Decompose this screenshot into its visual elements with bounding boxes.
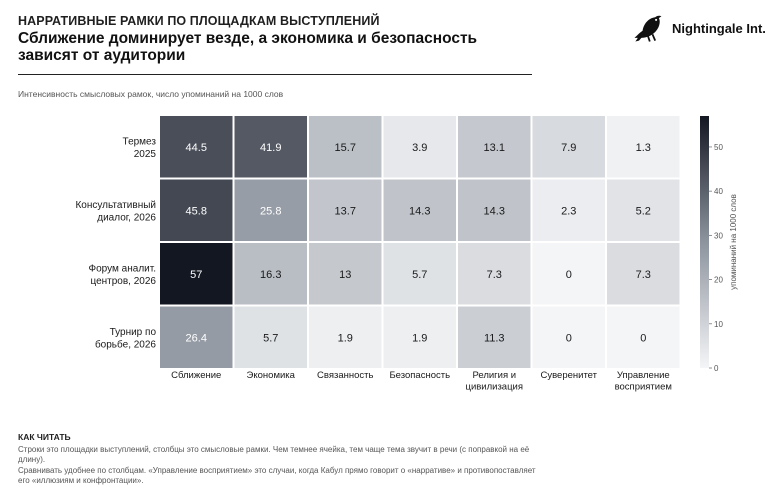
- row-label: Турнир по борьбе, 2026: [95, 327, 156, 351]
- heatmap-cell: [532, 116, 605, 178]
- heatmap-cells: 44.5 41.9 15.7 3.9 13.1 7.9 1.3 45.8 25.8 13.7 14.…: [160, 116, 680, 368]
- cell-value-label: 2.3: [561, 205, 576, 217]
- cell-value-label: 1.9: [338, 332, 353, 344]
- column-labels: Сближение Экономика Связанность Безопасност…: [171, 370, 672, 393]
- cell-value-label: 5.7: [263, 332, 278, 344]
- cell-value-label: 25.8: [260, 205, 281, 217]
- heatmap-cell: [458, 116, 531, 178]
- column-label: Экономика: [247, 370, 296, 381]
- colorbar-tick-label: 20: [714, 276, 723, 285]
- row-label: Термез 2025: [123, 137, 157, 161]
- cell-value-label: 41.9: [260, 142, 281, 154]
- heatmap-cell: [532, 243, 605, 305]
- column-label: Управление восприятием: [615, 370, 672, 393]
- cell-value-label: 15.7: [335, 142, 356, 154]
- title-divider: [18, 74, 532, 75]
- cell-value-label: 5.2: [636, 205, 651, 217]
- cell-value-label: 1.9: [412, 332, 427, 344]
- heatmap-cell: [607, 306, 680, 368]
- cell-value-label: 16.3: [260, 269, 281, 281]
- heatmap-cell: [607, 243, 680, 305]
- colorbar-tick-label: 30: [714, 231, 723, 240]
- heatmap-chart: 44.5 41.9 15.7 3.9 13.1 7.9 1.3 45.8 25.8 13.7 14.…: [75, 116, 738, 393]
- cell-value-label: 7.3: [487, 269, 502, 281]
- cell-value-label: 0: [566, 269, 572, 281]
- cell-value-label: 13: [339, 269, 351, 281]
- heatmap-cell: [309, 306, 382, 368]
- heatmap-cell: [532, 179, 605, 241]
- nightingale-bird-icon: [634, 15, 662, 42]
- heatmap-cell: [160, 116, 233, 178]
- reading-guide-heading: КАК ЧИТАТЬ: [18, 432, 71, 442]
- cell-value-label: 1.3: [636, 142, 651, 154]
- heatmap-cell: [234, 179, 307, 241]
- brand-logo: Nightingale Int.: [630, 10, 766, 46]
- heatmap-cell: [160, 179, 233, 241]
- colorbar-tick-label: 10: [714, 320, 723, 329]
- reading-guide-line-2: Сравнивать удобнее по столбцам. «Управле…: [18, 466, 536, 485]
- row-labels: Термез 2025 Консультативный диалог, 2026 Фор…: [75, 137, 156, 351]
- chart-kicker: НАРРАТИВНЫЕ РАМКИ ПО ПЛОЩАДКАМ ВЫСТУПЛЕН…: [18, 14, 380, 28]
- colorbar-gradient: [700, 116, 709, 368]
- cell-value-label: 13.7: [335, 205, 356, 217]
- cell-value-label: 7.3: [636, 269, 651, 281]
- colorbar-tick-label: 40: [714, 187, 723, 196]
- heatmap-cell: [160, 243, 233, 305]
- heatmap-cell: [458, 179, 531, 241]
- heatmap-cell: [309, 243, 382, 305]
- cell-value-label: 13.1: [484, 142, 505, 154]
- cell-value-label: 26.4: [186, 332, 207, 344]
- column-label: Сближение: [171, 370, 221, 381]
- heatmap-cell: [234, 306, 307, 368]
- brand-name: Nightingale Int.: [672, 20, 766, 36]
- heatmap-cell: [234, 243, 307, 305]
- heatmap-cell: [383, 306, 456, 368]
- cell-value-label: 11.3: [484, 332, 505, 344]
- colorbar-tick-label: 50: [714, 143, 723, 152]
- reading-guide-line-1: Строки это площадки выступлений, столбцы…: [18, 445, 530, 464]
- chart-title: Сближение доминирует везде, а экономика …: [18, 30, 478, 64]
- cell-value-label: 14.3: [409, 205, 430, 217]
- colorbar-tick-label: 0: [714, 364, 719, 373]
- heatmap-cell: [607, 116, 680, 178]
- heatmap-cell: [383, 243, 456, 305]
- colorbar-axis-label: упоминаний на 1000 слов: [729, 194, 738, 290]
- heatmap-cell: [309, 179, 382, 241]
- column-label: Безопасность: [389, 370, 450, 381]
- cell-value-label: 0: [566, 332, 572, 344]
- heatmap-cell: [160, 306, 233, 368]
- colorbar: 0 10 20 30 40 50 упоминаний на 1000 слов: [700, 116, 738, 373]
- row-label: Консультативный диалог, 2026: [75, 200, 156, 224]
- heatmap-cell: [383, 116, 456, 178]
- heatmap-cell: [383, 179, 456, 241]
- cell-value-label: 0: [640, 332, 646, 344]
- cell-value-label: 5.7: [412, 269, 427, 281]
- heatmap-cell: [532, 306, 605, 368]
- cell-value-label: 45.8: [186, 205, 207, 217]
- heatmap-cell: [607, 179, 680, 241]
- cell-value-label: 14.3: [484, 205, 505, 217]
- heatmap-cell: [309, 116, 382, 178]
- column-label: Связанность: [317, 370, 373, 381]
- heatmap-cell: [458, 243, 531, 305]
- column-label: Суверенитет: [540, 370, 597, 381]
- cell-value-label: 7.9: [561, 142, 576, 154]
- chart-subtitle: Интенсивность смысловых рамок, число упо…: [18, 89, 284, 99]
- cell-value-label: 44.5: [186, 142, 207, 154]
- column-label: Религия и цивилизация: [466, 370, 523, 393]
- cell-value-label: 57: [190, 269, 202, 281]
- row-label: Форум аналит. центров, 2026: [89, 264, 157, 288]
- cell-value-label: 3.9: [412, 142, 427, 154]
- heatmap-cell: [234, 116, 307, 178]
- heatmap-cell: [458, 306, 531, 368]
